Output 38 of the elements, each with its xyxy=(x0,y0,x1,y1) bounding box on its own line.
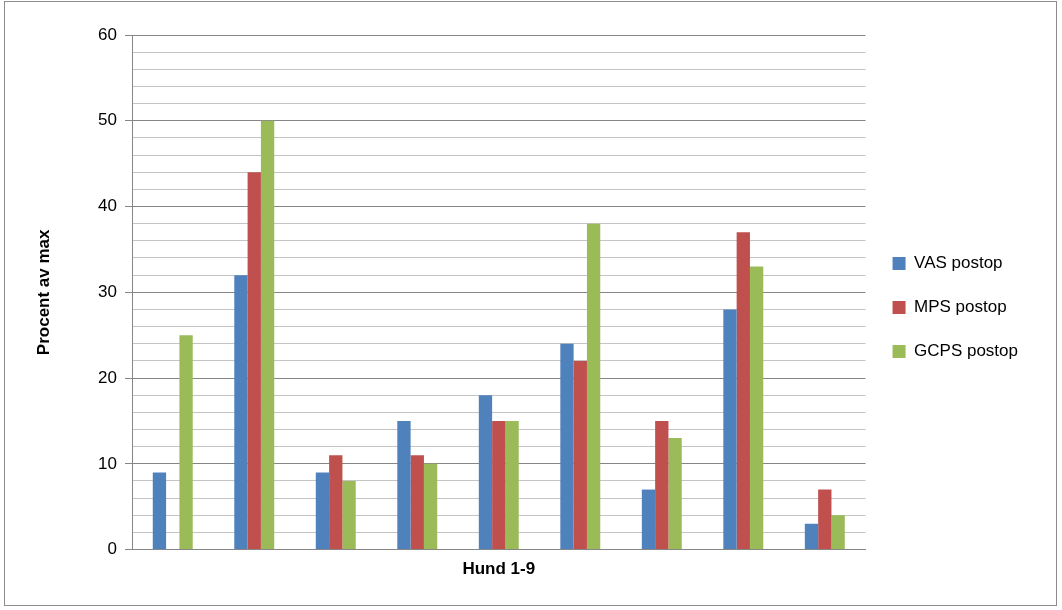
bar xyxy=(818,489,832,550)
y-tick-label: 40 xyxy=(98,196,117,216)
y-tick-label: 20 xyxy=(98,367,117,387)
y-tick-label: 30 xyxy=(98,281,117,301)
bar xyxy=(560,343,574,550)
bar xyxy=(831,515,845,550)
bar xyxy=(329,455,343,550)
bar xyxy=(655,420,669,550)
legend-label: GCPS postop xyxy=(914,341,1019,361)
bar xyxy=(749,266,764,550)
y-tick-label: 0 xyxy=(107,539,117,559)
bar xyxy=(641,489,656,550)
bar xyxy=(260,120,275,550)
bar xyxy=(423,463,438,550)
bar xyxy=(736,232,750,550)
y-tick-label: 10 xyxy=(98,453,117,473)
bar xyxy=(586,223,601,550)
legend-label: MPS postop xyxy=(914,297,1007,317)
x-axis-title: Hund 1-9 xyxy=(462,559,536,579)
legend-label: VAS postop xyxy=(914,253,1003,273)
bar xyxy=(410,455,424,550)
y-tick-label: 60 xyxy=(98,24,117,44)
bar xyxy=(342,480,356,550)
bar xyxy=(397,420,411,550)
bar xyxy=(152,472,167,550)
bar xyxy=(179,335,193,550)
bar xyxy=(723,309,737,550)
bar xyxy=(668,438,682,550)
bar xyxy=(804,523,819,550)
y-tick-label: 50 xyxy=(98,110,117,130)
bar xyxy=(492,420,506,550)
bar xyxy=(573,360,587,550)
bar xyxy=(247,172,261,550)
bar xyxy=(315,472,330,550)
bar xyxy=(234,275,248,550)
bar xyxy=(505,420,519,550)
bar xyxy=(478,395,493,550)
y-axis-title: Procent av max xyxy=(33,228,53,356)
